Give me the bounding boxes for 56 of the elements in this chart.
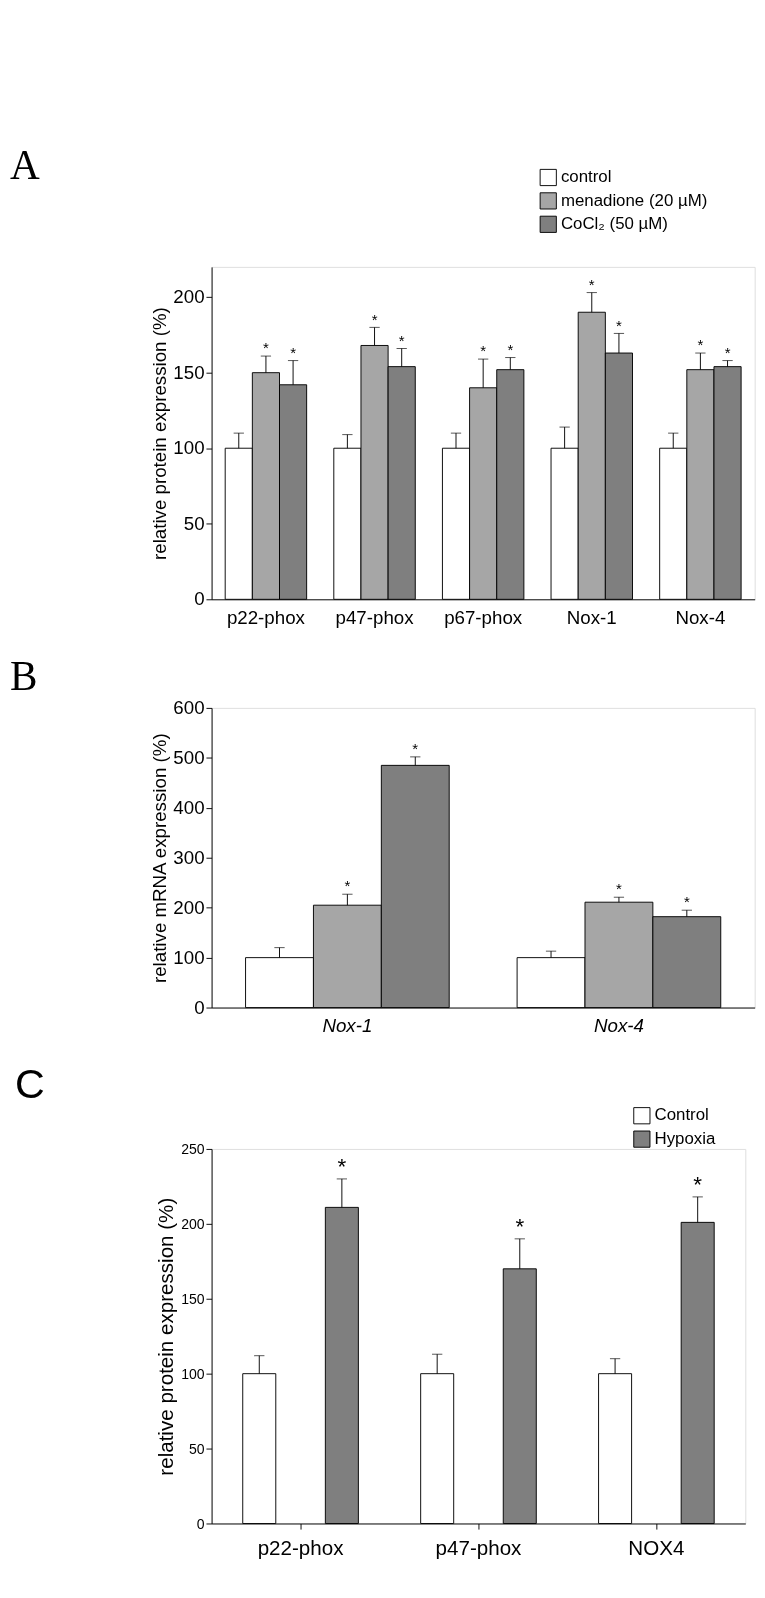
y-tick-label: 200 — [181, 1216, 205, 1233]
data-label: * — [337, 1154, 347, 1180]
data-label: * — [344, 877, 351, 895]
y-tick-label: 200 — [173, 286, 205, 308]
y-tick-label: 100 — [173, 437, 205, 459]
data-label: * — [412, 740, 419, 758]
legend-label: Control — [654, 1105, 709, 1125]
data-label: * — [290, 343, 297, 361]
y-tick-label: 500 — [173, 746, 205, 768]
data-label: * — [507, 340, 514, 358]
y-tick-label: 0 — [196, 1515, 205, 1532]
chart-title: A — [9, 141, 40, 188]
data-label: * — [480, 342, 487, 360]
y-tick-label: 100 — [181, 1365, 205, 1382]
chart-title: C — [14, 1061, 45, 1108]
y-tick-label: 300 — [173, 846, 205, 868]
chart-title: B — [9, 653, 38, 700]
y-tick-label: 50 — [183, 512, 205, 534]
x-tick-label: Nox-4 — [593, 1015, 644, 1037]
legend-label: Hypoxia — [654, 1128, 716, 1148]
y-tick-label: 50 — [188, 1440, 205, 1457]
data-label: * — [616, 880, 623, 898]
legend-label: menadione (20 µM) — [560, 190, 708, 210]
legend-label: CoCl₂ (50 µM) — [560, 213, 668, 233]
data-label: * — [371, 310, 378, 328]
y-axis-title: relative protein expression (%) — [153, 1197, 177, 1476]
data-label: * — [724, 343, 731, 361]
x-tick-label: Nox-1 — [322, 1015, 373, 1037]
y-axis-title: relative mRNA expression (%) — [148, 733, 170, 984]
y-tick-label: 400 — [173, 796, 205, 818]
y-tick-label: 600 — [173, 697, 205, 719]
x-tick-label: p47-phox — [335, 607, 415, 629]
data-label: * — [616, 316, 623, 334]
legend-label: control — [560, 167, 612, 187]
x-tick-label: p47-phox — [435, 1535, 523, 1559]
y-tick-label: 100 — [173, 946, 205, 968]
data-label: * — [398, 331, 405, 349]
x-tick-label: p22-phox — [257, 1535, 345, 1559]
y-axis-title: relative protein expression (%) — [148, 307, 170, 560]
data-label: * — [263, 339, 270, 357]
y-tick-label: 0 — [194, 588, 205, 610]
data-label: * — [515, 1214, 525, 1240]
x-tick-label: p22-phox — [226, 607, 306, 629]
data-label: * — [693, 1172, 703, 1198]
data-label: * — [588, 275, 595, 293]
x-tick-label: p67-phox — [444, 607, 523, 629]
data-label: * — [683, 893, 690, 911]
y-tick-label: 250 — [181, 1141, 205, 1158]
y-tick-label: 150 — [173, 361, 205, 383]
x-tick-label: Nox-4 — [675, 607, 726, 629]
x-tick-label: Nox-1 — [566, 607, 617, 629]
x-tick-label: NOX4 — [628, 1535, 685, 1559]
data-label: * — [697, 336, 704, 354]
y-tick-label: 150 — [181, 1290, 205, 1307]
y-tick-label: 200 — [173, 896, 205, 918]
y-tick-label: 0 — [194, 996, 205, 1018]
